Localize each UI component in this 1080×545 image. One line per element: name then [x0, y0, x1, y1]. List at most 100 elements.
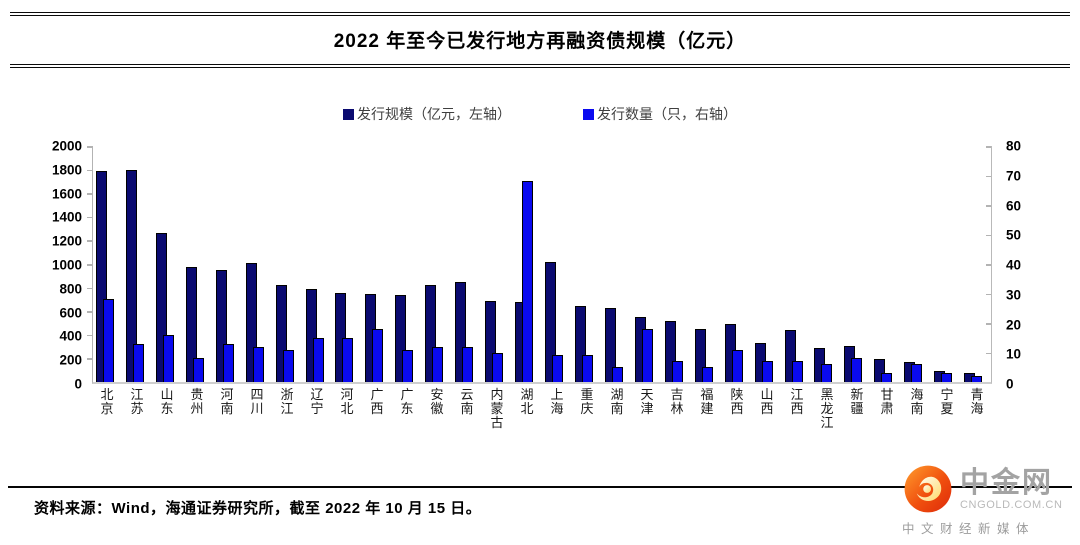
x-label-江西: 江西	[790, 387, 804, 416]
bar-count-广西	[372, 328, 384, 382]
bar-scale-内蒙古	[485, 300, 497, 382]
x-label-湖北: 湖北	[520, 387, 534, 416]
x-label-浙江: 浙江	[280, 387, 294, 416]
chart-area: 2000 1800 1600 1400 1200 1000 800 600 400 200 0 80…	[24, 139, 1050, 392]
bar-count-重庆	[581, 355, 593, 382]
bar-count-天津	[641, 328, 653, 382]
bar-group-北京	[93, 146, 123, 382]
tickmark-right-6	[986, 323, 991, 325]
bar-group-海南	[901, 146, 931, 382]
legend-swatch-0	[343, 108, 354, 120]
bar-scale-上海	[545, 261, 557, 382]
bar-group-重庆	[572, 146, 602, 382]
x-label-重庆: 重庆	[580, 387, 594, 416]
bar-scale-云南	[455, 282, 467, 382]
x-label-安徽: 安徽	[430, 387, 444, 416]
bar-count-湖北	[522, 181, 534, 382]
bar-group-广东	[392, 146, 422, 382]
cngold-logo-tagline: 中文财经新媒体	[902, 522, 1036, 536]
bar-scale-北京	[95, 170, 107, 382]
bars-container	[93, 146, 991, 382]
x-label-北京: 北京	[100, 387, 114, 416]
bar-scale-江西	[784, 330, 796, 382]
y-tick-left-8: 400	[59, 328, 82, 344]
bar-count-海南	[911, 364, 923, 382]
footer-rule	[8, 486, 1072, 488]
x-label-山西: 山西	[760, 387, 774, 416]
x-label-山东: 山东	[160, 387, 174, 416]
bar-count-河南	[222, 343, 234, 382]
x-label-陕西: 陕西	[730, 387, 744, 416]
x-label-辽宁: 辽宁	[310, 387, 324, 416]
tickmark-left-3	[87, 216, 92, 219]
bar-count-宁夏	[941, 373, 953, 382]
x-label-天津: 天津	[640, 387, 654, 416]
source-note: 资料来源：Wind，海通证券研究所，截至 2022 年 10 月 15 日。	[34, 500, 482, 517]
bar-scale-河北	[335, 292, 347, 382]
bar-count-广东	[402, 349, 414, 382]
x-axis-labels: 北京江苏山东贵州河南四川浙江辽宁河北广西广东安徽云南 内蒙古 湖北上海重庆湖南天津吉…	[24, 388, 1050, 460]
x-label-江苏: 江苏	[130, 387, 144, 416]
bar-group-黑龙江	[812, 146, 842, 382]
bar-group-贵州	[183, 146, 213, 382]
plot-area	[87, 146, 992, 384]
y-tick-left-10: 0	[74, 376, 82, 392]
tickmark-right-4	[986, 264, 991, 266]
y-tick-left-9: 200	[59, 352, 82, 368]
x-label-吉林: 吉林	[670, 387, 684, 416]
bar-scale-贵州	[185, 266, 197, 382]
bar-scale-吉林	[664, 320, 676, 382]
bar-group-陕西	[722, 146, 752, 382]
bar-group-云南	[452, 146, 482, 382]
cngold-logo-name: 中金网	[960, 466, 1054, 499]
y-tick-right-3: 50	[1006, 227, 1022, 243]
bar-count-江西	[791, 361, 803, 382]
bar-count-福建	[701, 367, 713, 382]
y-tick-left-5: 1000	[51, 257, 82, 273]
tickmark-left-6	[87, 287, 92, 290]
bar-count-甘肃	[881, 373, 893, 382]
bar-scale-甘肃	[874, 359, 886, 382]
bar-group-福建	[692, 146, 722, 382]
x-label-广东: 广东	[400, 387, 414, 416]
tickmark-left-4	[87, 240, 92, 242]
y-tick-right-5: 30	[1006, 287, 1022, 303]
bar-group-青海	[961, 146, 991, 382]
legend-label-0: 发行规模（亿元，左轴）	[357, 108, 511, 123]
cngold-watermark: 中金网 CNGOLD.COM.CN 中文财经新媒体	[902, 463, 1066, 537]
cngold-logo-icon	[904, 465, 952, 513]
bar-count-上海	[552, 355, 564, 382]
x-axis-left-spacer	[24, 388, 92, 460]
bar-count-浙江	[282, 349, 294, 382]
x-label-云南: 云南	[460, 387, 474, 416]
tickmark-right-3	[986, 234, 991, 236]
legend: 发行规模（亿元，左轴） 发行数量（只，右轴）	[0, 104, 1080, 124]
x-label-黑龙江: 黑龙江	[820, 387, 834, 430]
x-label-贵州: 贵州	[190, 387, 204, 416]
bar-group-吉林	[662, 146, 692, 382]
x-label-宁夏: 宁夏	[940, 387, 954, 416]
bar-group-安徽	[422, 146, 452, 382]
bar-count-北京	[102, 299, 114, 382]
bar-count-河北	[342, 337, 354, 382]
bar-count-山东	[162, 334, 174, 382]
bar-group-湖北	[512, 146, 542, 382]
y-tick-right-2: 60	[1006, 198, 1022, 213]
x-label-上海: 上海	[550, 387, 564, 416]
bar-scale-四川	[245, 262, 257, 382]
x-label-河南: 河南	[220, 387, 234, 416]
bar-group-辽宁	[303, 146, 333, 382]
legend-item-1: 发行数量（只，右轴）	[583, 104, 737, 124]
bar-scale-河南	[215, 269, 227, 382]
y-tick-right-6: 20	[1006, 317, 1022, 332]
y-tick-left-4: 1200	[51, 233, 82, 249]
x-axis-label-cells: 北京江苏山东贵州河南四川浙江辽宁河北广西广东安徽云南 内蒙古 湖北上海重庆湖南天津吉…	[92, 388, 992, 460]
x-axis-right-spacer	[992, 388, 1050, 460]
bar-group-天津	[632, 146, 662, 382]
bar-group-甘肃	[871, 146, 901, 382]
x-label-四川: 四川	[250, 387, 264, 416]
bar-group-浙江	[273, 146, 303, 382]
chart-title: 2022 年至今已发行地方再融资债规模（亿元）	[333, 31, 747, 52]
bar-count-辽宁	[312, 337, 324, 382]
left-axis-labels: 2000 1800 1600 1400 1200 1000 800 600 400 200 0	[24, 139, 82, 392]
